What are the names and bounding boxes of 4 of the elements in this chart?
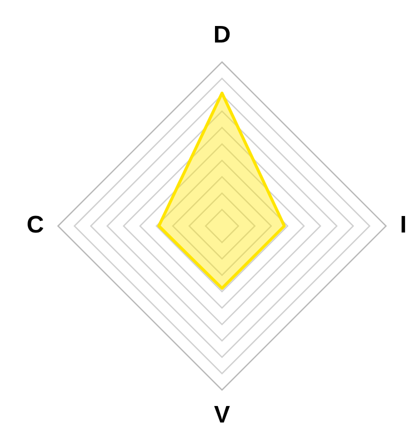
spoke-label: D: [213, 21, 231, 48]
spoke-label: I: [400, 211, 407, 238]
spoke-label: C: [26, 211, 44, 238]
spoke-label: V: [214, 401, 230, 428]
